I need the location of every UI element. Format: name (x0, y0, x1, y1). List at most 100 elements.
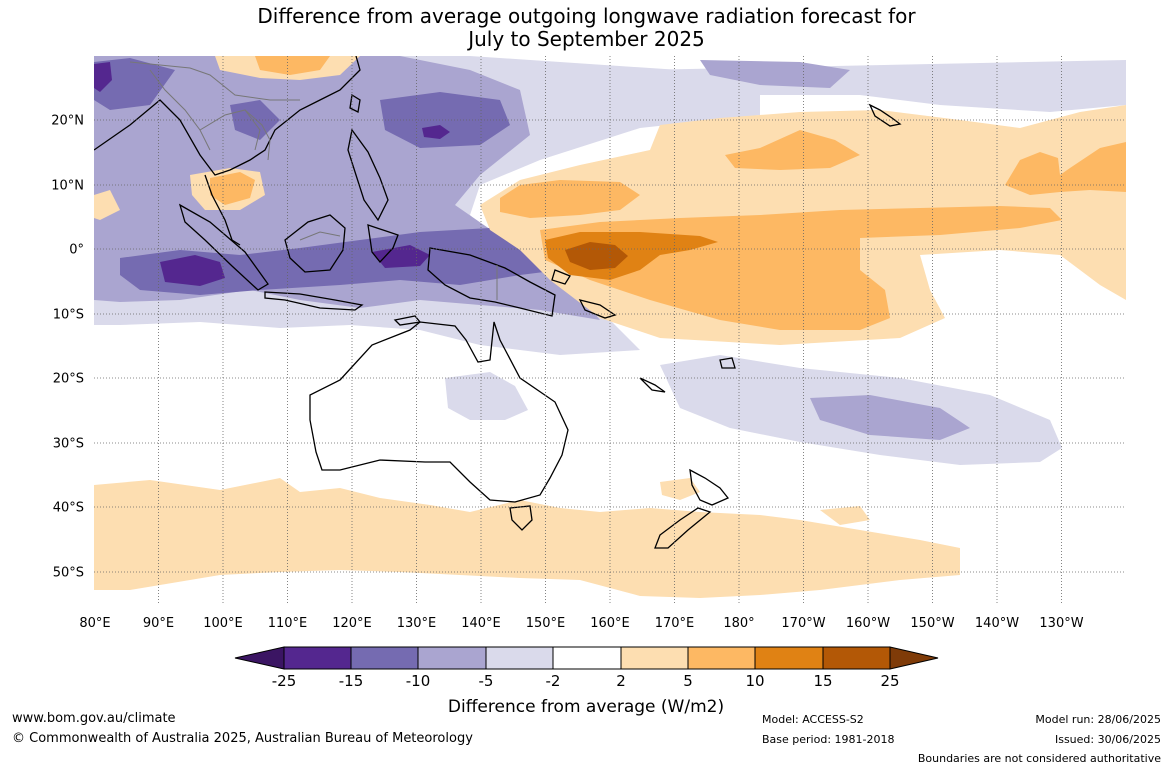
model-text: Model: ACCESS-S2 (762, 713, 864, 726)
border-vietnam (244, 109, 271, 161)
lon-label: 160°E (590, 616, 630, 631)
colorbar-max-extension (889, 646, 939, 670)
coastline-new-guinea (427, 247, 556, 317)
coastline-fiji (719, 357, 736, 369)
colorbar-title: Difference from average (W/m2) (448, 697, 724, 717)
colorbar-box (754, 646, 824, 670)
country-borders (129, 61, 498, 300)
coastline-sulawesi (367, 224, 399, 263)
coastline-hawaii-islands (868, 103, 902, 127)
neg-dark-indian-ocean (120, 228, 560, 295)
coastline-malay-peninsula (204, 174, 241, 246)
pos-mid-north-top (255, 56, 330, 75)
lon-label: 130°E (397, 616, 437, 631)
colorbar-tick-label: 5 (683, 672, 693, 690)
title-line-1: Difference from average outgoing longwav… (257, 4, 916, 28)
lon-label: 170°E (655, 616, 695, 631)
colorbar-tick-label: -2 (546, 672, 561, 690)
lon-label: 80°E (79, 616, 110, 631)
colorbar-box (485, 646, 554, 670)
lon-label: 140°E (461, 616, 501, 631)
colorbar-min-extension (234, 646, 285, 670)
lon-label: 170°W (781, 616, 825, 631)
pos-mid-west-pacific (500, 180, 640, 218)
coastline-asia-mainland (94, 56, 361, 176)
lon-label: 120°E (332, 616, 372, 631)
colorbar-tick-label: -15 (339, 672, 364, 690)
coastline-new-zealand-north (689, 468, 730, 506)
colorbar-tick-label: 10 (745, 672, 764, 690)
colorbar-box (822, 646, 891, 670)
neg-mid-north-pacific (700, 60, 850, 88)
pos-light-southern-patch-east (820, 506, 870, 525)
lat-label: 30°S (53, 437, 84, 452)
pos-light-nw-patch (94, 190, 120, 220)
issued-text: Issued: 30/06/2025 (1054, 733, 1161, 746)
pos-light-southern-ocean-west (94, 478, 960, 598)
coastline-australia (309, 321, 569, 503)
colorbar-tick-label: 15 (813, 672, 832, 690)
lat-axis: 20°N 10°N 0° 10°S 20°S 30°S 40°S 50°S (51, 114, 84, 581)
colorbar-tick-label: -25 (272, 672, 297, 690)
coastline-taiwan (349, 93, 361, 113)
lat-label: 20°S (53, 372, 84, 387)
colorbar-box (552, 646, 622, 670)
colorbar-tick-label: -5 (479, 672, 494, 690)
base-period-text: Base period: 1981-2018 (762, 733, 895, 746)
lon-label: 150°W (910, 616, 954, 631)
colorbar-box (283, 646, 352, 670)
colorbar-tick-label: 2 (616, 672, 626, 690)
lon-label: 180° (723, 616, 754, 631)
neg-deep-banda-sea (372, 245, 430, 268)
lon-label: 150°E (526, 616, 566, 631)
neg-light-australia-interior (445, 372, 528, 420)
coastline-solomons (578, 299, 617, 319)
lat-label: 10°S (53, 308, 84, 323)
coastline-new-caledonia (639, 377, 666, 393)
coastline-java (264, 291, 364, 311)
neg-deep-nw-corner (94, 62, 112, 92)
map-panel (94, 56, 1126, 604)
border-china (129, 61, 300, 101)
lat-label: 40°S (53, 501, 84, 516)
lon-axis: 80°E 90°E 100°E 110°E 120°E 130°E 140°E … (79, 616, 1083, 631)
lon-label: 130°W (1039, 616, 1083, 631)
neg-deep-indian-ocean (160, 255, 225, 286)
coastline-png-islands (551, 269, 571, 285)
coastline-sumatra (178, 203, 269, 291)
title-line-2: July to September 2025 (468, 27, 705, 51)
neg-deep-philippine-sea (422, 125, 450, 139)
lat-label: 0° (69, 243, 84, 258)
neg-dark-nw-corner (94, 58, 175, 110)
lon-label: 140°W (975, 616, 1019, 631)
coastline-philippines (347, 128, 389, 222)
colorbar-tick-label: -10 (406, 672, 431, 690)
gridlines (94, 56, 1126, 604)
border-borneo (299, 231, 341, 241)
pos-mid-east-pacific (1005, 142, 1126, 195)
lon-label: 90°E (143, 616, 174, 631)
pos-mid-indochina (210, 172, 255, 205)
colorbar-box (620, 646, 689, 670)
copyright-text: © Commonwealth of Australia 2025, Austra… (12, 731, 473, 746)
coastline-new-zealand-south (654, 507, 712, 549)
pos-mid-north-pacific (725, 130, 860, 170)
coastline-tasmania (509, 505, 533, 531)
colorbar: -25 -15 -10 -5 -2 2 5 10 15 25 Differenc… (234, 646, 939, 717)
lon-label: 100°E (203, 616, 243, 631)
colorbar-box (417, 646, 487, 670)
lat-label: 20°N (51, 114, 84, 129)
lat-label: 10°N (51, 179, 84, 194)
coastline-timor (393, 315, 422, 326)
border-myanmar (149, 69, 211, 151)
colorbar-box (687, 646, 756, 670)
colorbar-tick-label: 25 (880, 672, 899, 690)
pos-light-nz-patch (660, 478, 700, 500)
neg-dark-andaman (230, 100, 280, 140)
lon-label: 160°W (846, 616, 890, 631)
anomaly-field (94, 56, 1126, 598)
lon-label: 110°E (268, 616, 308, 631)
neg-mid-south-pacific (810, 395, 970, 440)
coastline-borneo (284, 214, 346, 273)
